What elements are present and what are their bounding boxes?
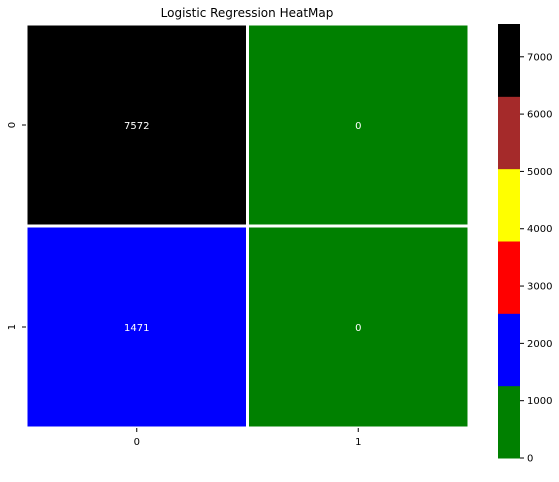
colorbar-tick-label: 1000	[527, 396, 552, 407]
colorbar-tick-label: 6000	[527, 110, 552, 121]
y-axis: 01	[7, 122, 26, 330]
colorbar-segment	[498, 24, 520, 97]
colorbar-segment	[498, 385, 520, 459]
colorbar-tick-label: 7000	[527, 52, 552, 63]
colorbar-segment	[498, 96, 520, 170]
cell-label: 1471	[124, 323, 149, 334]
heatmap-cell	[24, 224, 249, 430]
colorbar-tick-label: 4000	[527, 224, 552, 235]
colorbar-segment	[498, 313, 520, 387]
colorbar-segment	[498, 241, 520, 314]
heatmap-cells: 7572 0 1471 0	[24, 22, 471, 430]
colorbar: 0 1000 2000 3000 4000 5000 6000 7000	[498, 24, 552, 465]
heatmap-cell	[246, 224, 471, 430]
cell-label: 7572	[124, 121, 149, 132]
y-tick-label: 0	[7, 122, 18, 128]
heatmap-cell	[24, 22, 249, 228]
cell-label: 0	[355, 121, 361, 132]
colorbar-tick-label: 2000	[527, 339, 552, 350]
chart-title: Logistic Regression HeatMap	[161, 6, 334, 20]
colorbar-tick-label: 0	[527, 454, 533, 465]
x-tick-label: 1	[355, 437, 361, 448]
cell-label: 0	[355, 323, 361, 334]
heatmap-cell	[246, 22, 471, 228]
colorbar-segment	[498, 168, 520, 242]
colorbar-tick-label: 5000	[527, 167, 552, 178]
y-tick-label: 1	[7, 324, 18, 330]
x-tick-label: 0	[134, 437, 140, 448]
colorbar-tick-label: 3000	[527, 282, 552, 293]
